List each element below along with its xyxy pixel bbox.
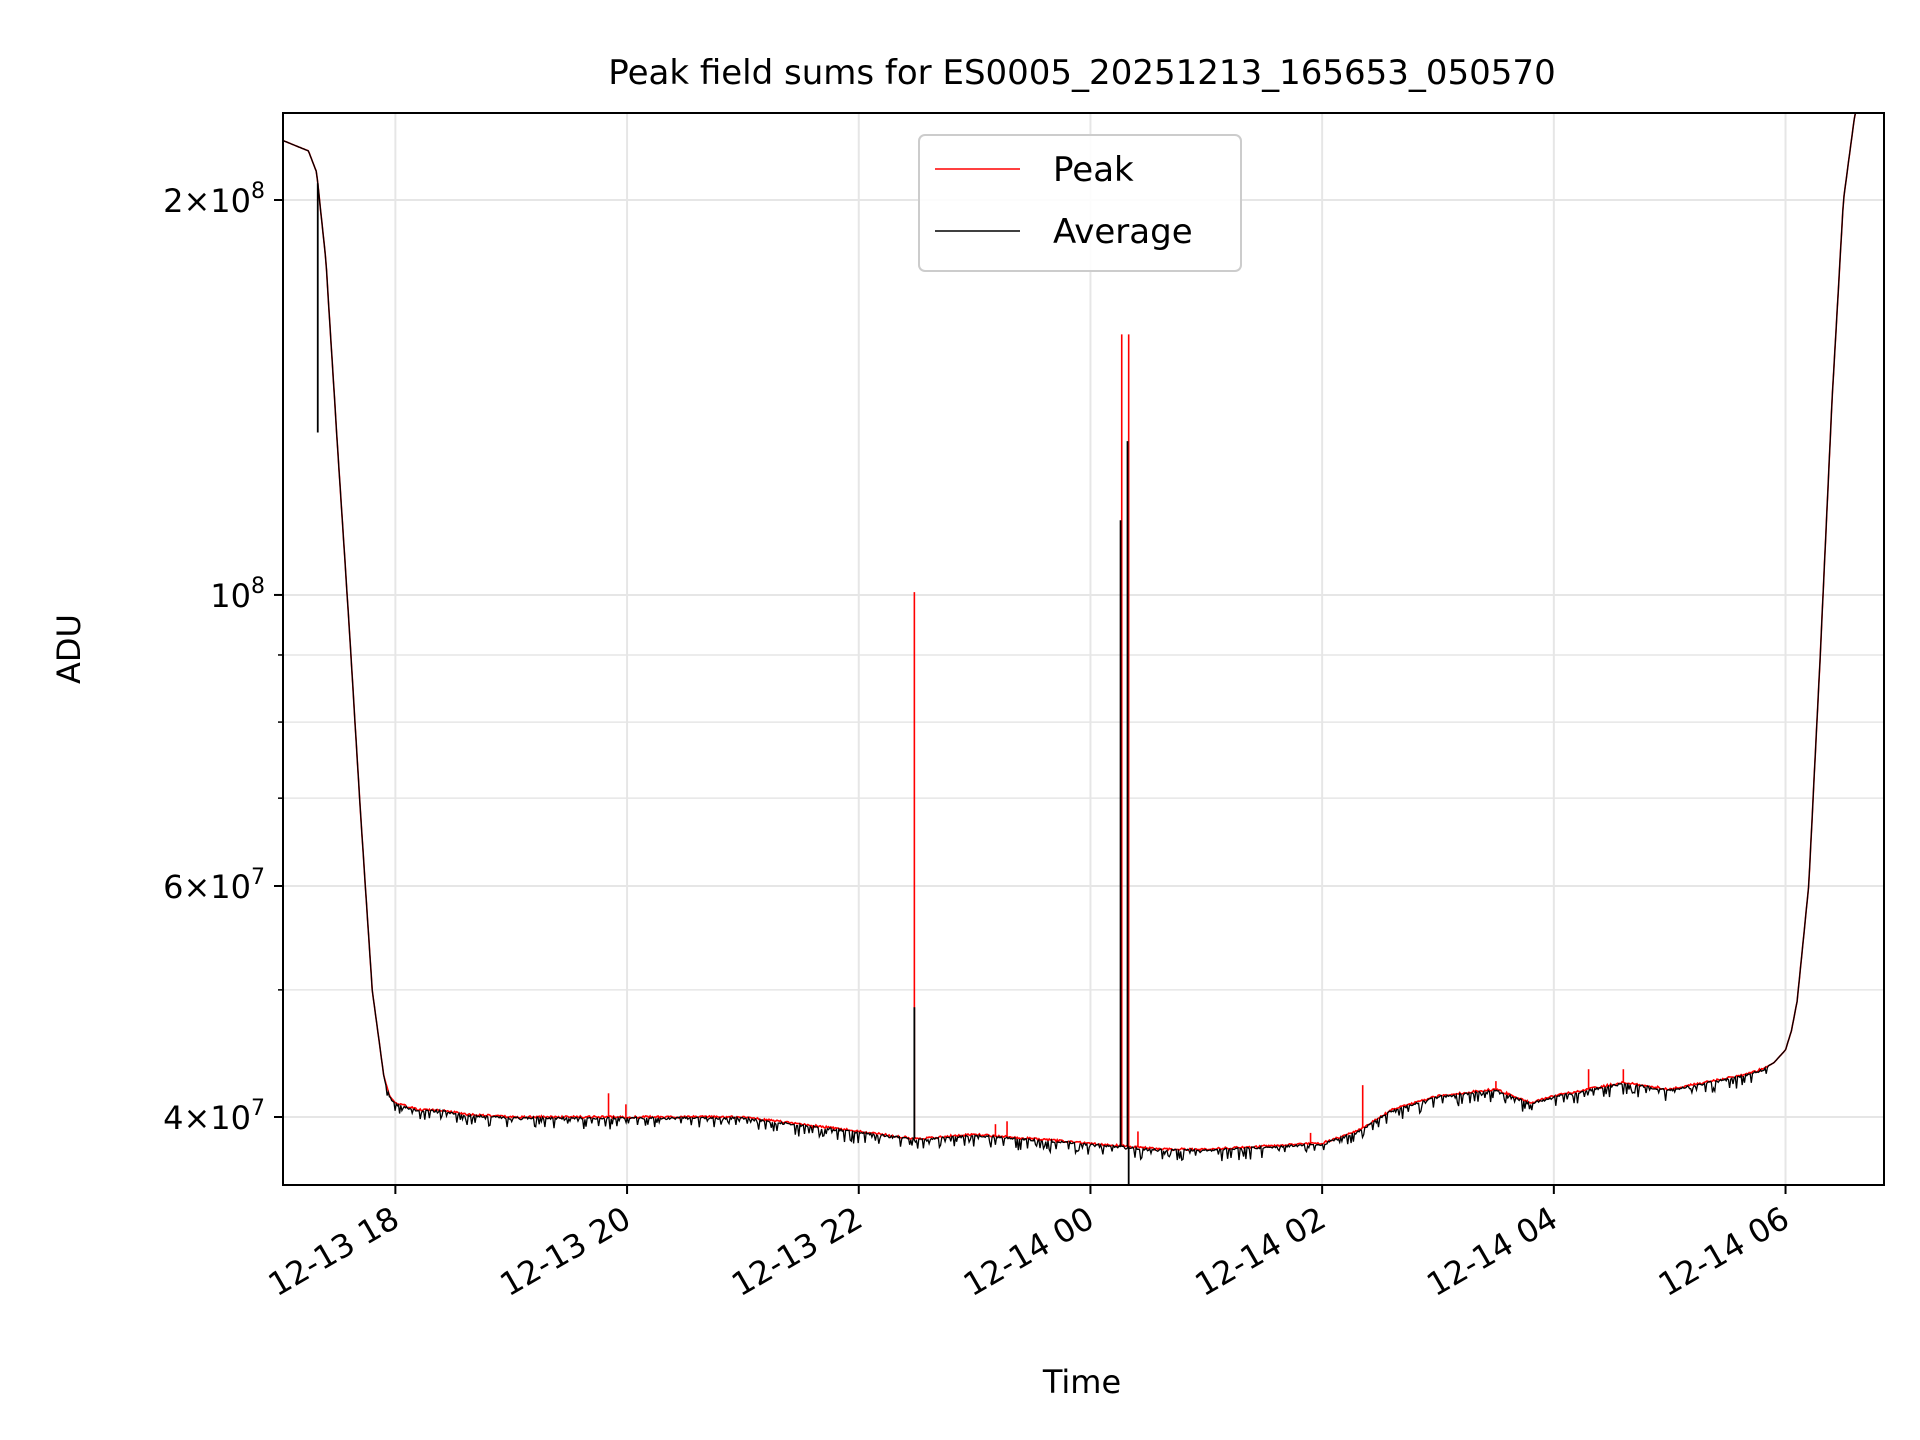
y-tick-label: 108 [210,574,265,615]
x-tick-label: 12-14 00 [957,1199,1101,1304]
plot-frame [282,112,1885,1186]
y-axis-label: ADU [50,614,88,684]
x-axis-ticks: 12-13 18 12-13 20 12-13 22 12-14 00 12-14 02… [262,1185,1796,1304]
x-tick-label: 12-14 06 [1652,1199,1796,1304]
plot-series [282,112,1884,1185]
y-tick-label: 6×107 [163,865,265,906]
legend-peak-label: Peak [1053,150,1134,190]
average-series-line [282,112,1884,1162]
x-tick-label: 12-14 02 [1189,1199,1333,1304]
y-axis-ticks: 4×107 6×107 108 2×108 [163,179,283,1137]
x-tick-label: 12-13 22 [725,1199,869,1304]
x-tick-label: 12-13 20 [493,1199,637,1304]
legend-average-label: Average [1053,212,1193,252]
x-tick-label: 12-14 04 [1420,1199,1564,1304]
x-axis-label: Time [1042,1363,1121,1401]
legend: Peak Average [918,134,1242,272]
x-tick-label: 12-13 18 [262,1199,406,1304]
y-tick-label: 2×108 [163,179,265,220]
chart-title: Peak field sums for ES0005_20251213_1656… [608,53,1555,93]
grid-lines [283,113,1884,1185]
y-tick-label: 4×107 [163,1096,265,1137]
